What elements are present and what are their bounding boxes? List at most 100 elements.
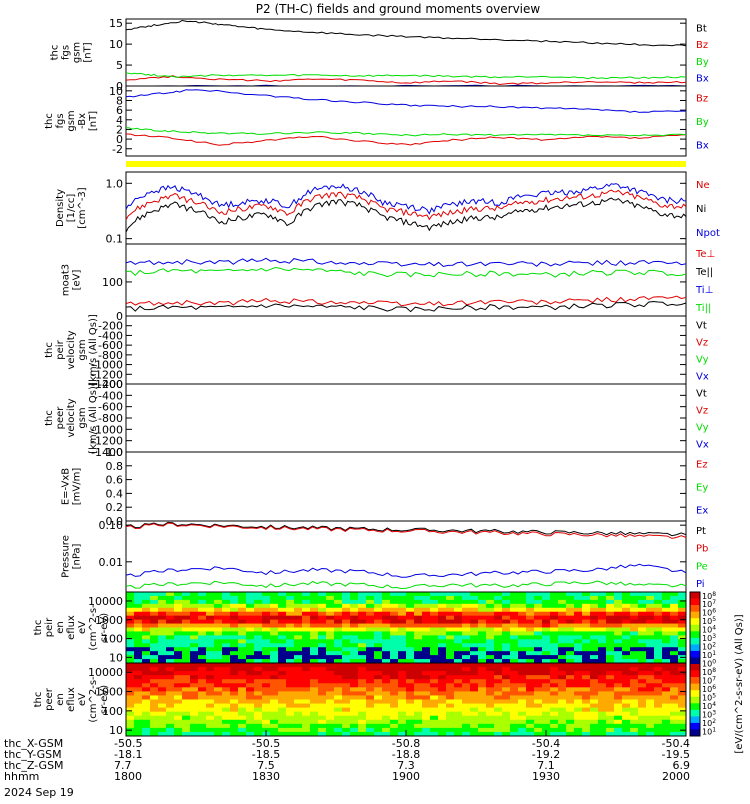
heatmap-cell [654,647,663,652]
heatmap-cell [310,667,319,672]
heatmap-cell [182,691,191,696]
heatmap-cell [478,627,487,632]
heatmap-cell [414,703,423,709]
heatmap-cell [454,627,463,632]
heatmap-cell [262,715,271,721]
heatmap-cell [502,599,511,605]
heatmap-cell [222,675,231,680]
heatmap-cell [302,731,311,737]
heatmap-cell [358,727,367,733]
heatmap-cell [238,683,247,688]
heatmap-cell [334,592,343,597]
heatmap-cell [334,659,343,664]
heatmap-cell [670,659,679,664]
legend-entry: Bx [696,74,709,85]
heatmap-cell [334,595,343,601]
heatmap-cell [654,611,663,617]
y-axis-label: thcpeirenefluxeV(cm^2-s-sr-eV) [33,604,110,651]
heatmap-cell [390,663,399,668]
y-tick-label: 0.1 [106,233,124,246]
heatmap-cell [166,671,175,676]
orbit-row-value: -50.8 [392,737,420,750]
heatmap-cell [382,711,391,717]
heatmap-cell [478,731,487,737]
heatmap-cell [582,711,591,717]
legend-entry: Ti⊥ [695,285,713,296]
heatmap-cell [462,592,471,597]
heatmap-cell [390,715,399,721]
heatmap-cell [182,723,191,729]
heatmap-cell [214,592,223,597]
heatmap-cell [230,651,239,656]
heatmap-cell [358,659,367,664]
heatmap-cell [454,607,463,613]
orbit-row-value: -50.5 [114,737,142,750]
y-tick-label: -600 [98,339,123,352]
heatmap-cell [398,631,407,636]
heatmap-cell [254,592,263,597]
heatmap-cell [558,659,567,664]
heatmap-cell [406,631,415,636]
heatmap-cell [510,603,519,609]
heatmap-cell [342,611,351,617]
heatmap-cell [534,595,543,601]
heatmap-cell [590,723,599,729]
heatmap-cell [374,623,383,628]
heatmap-cell [630,711,639,717]
heatmap-cell [342,667,351,672]
heatmap-cell [614,727,623,733]
heatmap-cell [622,679,631,684]
heatmap-cell [350,671,359,676]
y-tick-label: 10 [109,38,123,51]
heatmap-cell [326,595,335,601]
heatmap-cell [518,643,527,648]
heatmap-cell [606,703,615,709]
heatmap-cell [518,595,527,601]
heatmap-cell [606,659,615,664]
heatmap-cell [190,659,199,664]
heatmap-cell [462,603,471,609]
heatmap-cell [606,631,615,636]
colorbar-tick-base: 10 [702,626,712,635]
heatmap-cell [494,671,503,676]
heatmap-cell [294,619,303,625]
heatmap-cell [334,683,343,688]
heatmap-cell [358,592,367,597]
heatmap-cell [350,647,359,652]
orbit-row-value: -50.4 [532,737,560,750]
heatmap-cell [606,619,615,625]
heatmap-cell [382,643,391,648]
heatmap-cell [294,727,303,733]
colorbar-tick-label: 108 [702,591,716,601]
heatmap-cell [550,671,559,676]
heatmap-cell [150,655,159,660]
heatmap-cell [526,699,535,705]
heatmap-cell [358,635,367,640]
heatmap-cell [470,643,479,648]
heatmap-cell [206,691,215,696]
heatmap-cell [262,647,271,652]
heatmap-cell [134,651,143,656]
heatmap-cell [382,727,391,733]
heatmap-cell [614,595,623,601]
heatmap-cell [486,727,495,733]
heatmap-cell [286,639,295,644]
heatmap-cell [182,731,191,737]
heatmap-cell [342,715,351,721]
colorbar-swatch [690,592,700,599]
heatmap-cell [678,723,687,729]
heatmap-cell [358,707,367,713]
heatmap-cell [422,719,431,725]
heatmap-cell [470,631,479,636]
heatmap-cell [638,723,647,729]
heatmap-cell [142,627,151,632]
heatmap-cell [566,635,575,640]
heatmap-cell [566,671,575,676]
heatmap-cell [182,655,191,660]
heatmap-cell [366,675,375,680]
heatmap-cell [494,651,503,656]
heatmap-cell [494,711,503,717]
heatmap-cell [270,611,279,617]
heatmap-cell [414,691,423,696]
orbit-row-value: -18.8 [392,748,420,761]
